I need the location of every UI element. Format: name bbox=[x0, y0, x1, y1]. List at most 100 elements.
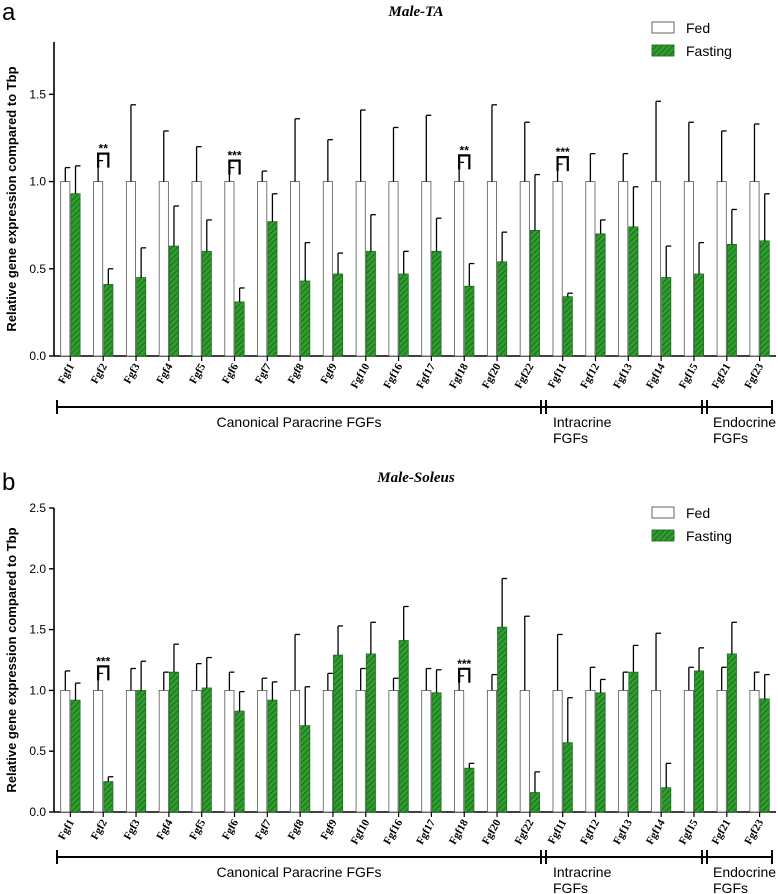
bar-fasting bbox=[365, 653, 376, 813]
bar-fed bbox=[716, 690, 727, 813]
group-label-line: FGFs bbox=[713, 880, 748, 894]
bar-fed bbox=[158, 181, 169, 357]
x-tick-label: Fgf7 bbox=[253, 361, 274, 386]
significance-bracket bbox=[97, 152, 110, 168]
bar-fasting bbox=[595, 233, 606, 357]
x-tick-label: Fgf18 bbox=[447, 817, 471, 847]
x-tick-label: Fgf14 bbox=[644, 817, 668, 847]
bar-fasting bbox=[70, 699, 81, 813]
bar-fed bbox=[552, 690, 563, 813]
significance-label: ** bbox=[99, 142, 109, 156]
bar-fed bbox=[651, 690, 662, 813]
group-label-paracrine: Canonical Paracrine FGFs bbox=[217, 864, 382, 880]
bar-fasting bbox=[398, 640, 409, 813]
x-tick-label: Fgf8 bbox=[286, 817, 307, 842]
bar-fasting bbox=[168, 245, 179, 357]
significance-bracket bbox=[228, 159, 241, 175]
significance-label: *** bbox=[227, 149, 241, 163]
group-label-line: FGFs bbox=[713, 430, 748, 446]
group-label-line: Endocrine bbox=[713, 414, 776, 430]
bar-fed bbox=[618, 690, 629, 813]
bar-fasting bbox=[201, 687, 212, 813]
bar-fasting bbox=[431, 250, 442, 357]
y-tick-label: 2.0 bbox=[29, 562, 46, 576]
legend-label-fed: Fed bbox=[686, 505, 710, 521]
bar-fasting bbox=[234, 710, 245, 813]
panel-letter: b bbox=[2, 469, 15, 496]
x-tick-label: Fgf16 bbox=[381, 817, 405, 847]
x-tick-label: Fgf6 bbox=[220, 817, 241, 842]
x-tick-label: Fgf23 bbox=[742, 817, 766, 847]
bar-fasting bbox=[234, 301, 245, 357]
x-tick-label: Fgf23 bbox=[742, 361, 766, 391]
legend-label-fasting: Fasting bbox=[686, 43, 732, 59]
x-tick-label: Fgf7 bbox=[253, 817, 274, 842]
bar-fed bbox=[125, 181, 136, 357]
x-tick-label: Fgf13 bbox=[611, 817, 635, 847]
legend-swatch-fed bbox=[651, 506, 675, 519]
bar-fed bbox=[749, 181, 760, 357]
bar-fed bbox=[60, 181, 71, 357]
x-tick-label: Fgf17 bbox=[414, 361, 438, 391]
group-label-intracrine: Intracrine FGFs bbox=[553, 414, 612, 446]
x-tick-label: Fgf12 bbox=[578, 361, 602, 391]
bar-fed bbox=[683, 181, 694, 357]
significance-bracket bbox=[97, 665, 110, 681]
bar-fed bbox=[749, 690, 760, 813]
x-tick-label: Fgf11 bbox=[546, 818, 570, 847]
bar-fed bbox=[421, 690, 432, 813]
bar-fed bbox=[224, 181, 235, 357]
bar-fasting bbox=[300, 280, 311, 357]
x-tick-label: Fgf4 bbox=[154, 361, 175, 386]
y-tick-label: 2.5 bbox=[29, 501, 46, 515]
group-label-line: FGFs bbox=[553, 430, 588, 446]
bar-fasting bbox=[529, 792, 540, 813]
x-tick-label: Fgf10 bbox=[349, 361, 373, 391]
group-label-intracrine: Intracrine FGFs bbox=[553, 864, 612, 894]
x-tick-label: Fgf22 bbox=[513, 817, 537, 847]
bar-fasting bbox=[661, 787, 672, 813]
bar-fasting bbox=[694, 670, 705, 813]
group-label-line: Endocrine bbox=[713, 864, 776, 880]
x-tick-label: Fgf11 bbox=[546, 362, 570, 391]
x-tick-label: Fgf14 bbox=[644, 361, 668, 391]
bar-fasting bbox=[464, 767, 475, 813]
x-tick-label: Fgf15 bbox=[677, 817, 701, 847]
bar-fasting bbox=[759, 240, 770, 357]
group-label-endocrine: Endocrine FGFs bbox=[713, 414, 776, 446]
bar-fed bbox=[454, 181, 465, 357]
x-tick-label: Fgf2 bbox=[89, 817, 110, 842]
significance-label: *** bbox=[96, 654, 110, 668]
bar-fasting bbox=[661, 277, 672, 357]
x-tick-label: Fgf2 bbox=[89, 361, 110, 386]
bar-fasting bbox=[694, 273, 705, 357]
bar-fed bbox=[421, 181, 432, 357]
chart-panel-a: a Male-TA 0.0 0.5 1.0 1.5 Relative gene expres… bbox=[2, 0, 776, 446]
significance-bracket bbox=[458, 667, 471, 683]
y-tick-label: 1.0 bbox=[29, 683, 46, 697]
bar-fed bbox=[224, 690, 235, 813]
bar-fasting bbox=[300, 725, 311, 813]
bar-fed bbox=[454, 690, 465, 813]
x-tick-label: Fgf1 bbox=[56, 362, 77, 387]
significance-label: *** bbox=[556, 145, 570, 159]
bar-fasting bbox=[595, 692, 606, 813]
significance-bracket bbox=[556, 156, 569, 172]
x-tick-label: Fgf13 bbox=[611, 361, 635, 391]
x-tick-label: Fgf15 bbox=[677, 361, 701, 391]
x-tick-label: Fgf20 bbox=[480, 361, 504, 391]
bar-fasting bbox=[464, 285, 475, 357]
chart-panel-b: b Male-Soleus 0.0 0.5 1.0 1.5 2.0 2.5 Relative g… bbox=[2, 469, 776, 894]
bar-fasting bbox=[759, 698, 770, 813]
bar-fasting bbox=[333, 273, 344, 357]
bar-fed bbox=[618, 181, 629, 357]
x-tick-label: Fgf18 bbox=[447, 361, 471, 391]
y-tick-label: 0.0 bbox=[29, 349, 46, 363]
x-tick-label: Fgf22 bbox=[513, 361, 537, 391]
bar-fasting bbox=[136, 690, 147, 813]
bar-fasting bbox=[726, 243, 737, 357]
bar-fasting bbox=[398, 273, 409, 357]
x-tick-label: Fgf5 bbox=[187, 817, 208, 842]
